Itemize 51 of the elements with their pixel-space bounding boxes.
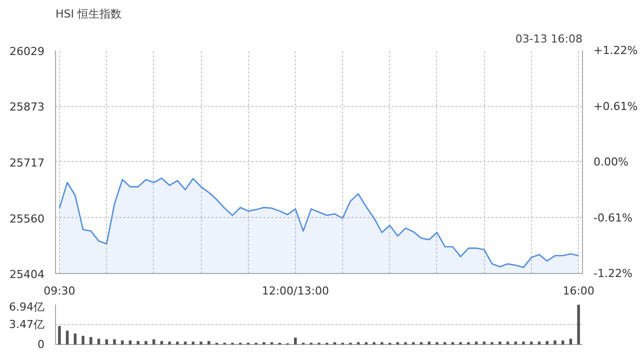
bar bbox=[192, 342, 195, 344]
bar bbox=[482, 342, 486, 344]
bar bbox=[184, 342, 187, 344]
y2-tick-label: 0.00% bbox=[594, 156, 628, 168]
y-tick-label: 26029 bbox=[10, 45, 45, 58]
bar bbox=[66, 330, 69, 344]
y2-tick-label: +1.22% bbox=[594, 44, 638, 57]
bar bbox=[498, 342, 502, 344]
bar bbox=[160, 341, 164, 344]
bar bbox=[113, 339, 116, 344]
bar bbox=[82, 336, 84, 344]
bar bbox=[74, 334, 77, 344]
y-tick-label: 3.47亿 bbox=[9, 318, 45, 331]
bar bbox=[136, 341, 140, 344]
bar bbox=[200, 342, 202, 344]
chart-title: HSI 恒生指数 bbox=[56, 8, 122, 20]
x-tick-label: 09:30 bbox=[44, 284, 76, 298]
bar bbox=[90, 337, 92, 344]
bar bbox=[208, 341, 210, 344]
bar bbox=[577, 304, 580, 344]
bar bbox=[294, 338, 297, 344]
text: 03-13 16:08 bbox=[515, 32, 583, 46]
y-tick-label: 25717 bbox=[10, 156, 45, 170]
bar bbox=[144, 341, 148, 344]
bar bbox=[514, 342, 518, 344]
bar bbox=[128, 340, 132, 344]
bar bbox=[530, 342, 533, 344]
bar bbox=[569, 338, 572, 344]
bar bbox=[428, 342, 430, 344]
y2-tick-label: -0.61% bbox=[594, 211, 632, 224]
y-tick-label: 0 bbox=[38, 338, 44, 351]
bar bbox=[120, 340, 124, 344]
bar bbox=[58, 326, 61, 344]
y2-tick-label: +0.61% bbox=[594, 100, 638, 113]
bar bbox=[546, 341, 548, 344]
bar bbox=[554, 340, 556, 344]
y-tick-label: 25560 bbox=[10, 212, 45, 226]
bar bbox=[538, 342, 541, 344]
bar bbox=[474, 342, 478, 344]
bar bbox=[176, 342, 179, 344]
x-tick-label: 16:00 bbox=[562, 284, 594, 298]
bar bbox=[561, 340, 564, 344]
bar bbox=[97, 338, 100, 344]
y2-tick-label: -1.22% bbox=[594, 267, 632, 280]
x-tick-label: 12:00/13:00 bbox=[262, 284, 329, 298]
bar bbox=[506, 342, 510, 344]
bar bbox=[522, 342, 525, 344]
y-tick-label: 25873 bbox=[10, 100, 45, 114]
y-tick-label: 6.94亿 bbox=[9, 300, 45, 314]
bar bbox=[168, 342, 171, 344]
y-tick-label: 25404 bbox=[10, 268, 45, 281]
